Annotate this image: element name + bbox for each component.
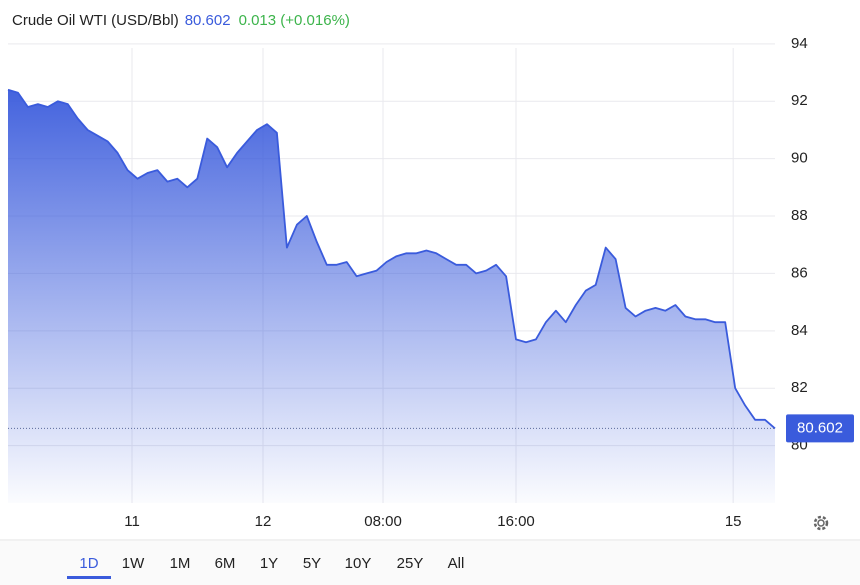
x-tick-label: 15	[725, 513, 742, 530]
range-button[interactable]: 6M	[215, 555, 236, 572]
range-button[interactable]: 1W	[122, 555, 145, 572]
y-tick-label: 84	[791, 322, 808, 339]
plot	[7, 88, 776, 504]
last-price-badge	[786, 414, 854, 443]
y-tick-label: 82	[791, 379, 808, 396]
last-value: 80.602	[185, 12, 231, 29]
x-tick-label: 08:00	[364, 513, 402, 530]
change: 0.013 (+0.016%)	[239, 12, 350, 29]
range-buttons: 1D 1W 1M 6M 1Y 5Y 10Y 25Y All	[67, 555, 464, 579]
range-button[interactable]: 10Y	[345, 555, 372, 572]
y-tick-label: 90	[791, 150, 808, 167]
toolbar	[0, 541, 860, 585]
chart-title: Crude Oil WTI (USD/Bbl) 80.602 0.013 (+0.0…	[12, 12, 350, 29]
range-button[interactable]: 1M	[170, 555, 191, 572]
range-button[interactable]: All	[448, 555, 465, 572]
price-line	[7, 88, 776, 430]
y-tick-label: 92	[791, 92, 808, 109]
range-button[interactable]: 25Y	[397, 555, 424, 572]
range-button[interactable]: 1Y	[260, 555, 278, 572]
range-button[interactable]: 5Y	[303, 555, 321, 572]
x-tick-label: 11	[124, 513, 140, 530]
settings-icon[interactable]	[813, 515, 829, 531]
range-selected-underline	[67, 576, 111, 579]
y-tick-label: 88	[791, 207, 808, 224]
range-button[interactable]: 1D	[79, 555, 98, 572]
x-tick-label: 12	[255, 513, 272, 530]
y-tick-label: 94	[791, 35, 808, 52]
y-tick-label: 86	[791, 264, 808, 281]
title: Crude Oil WTI (USD/Bbl)	[12, 12, 179, 29]
area	[8, 89, 775, 504]
x-tick-label: 16:00	[497, 513, 535, 530]
last-price-label: 80.602	[797, 419, 843, 436]
